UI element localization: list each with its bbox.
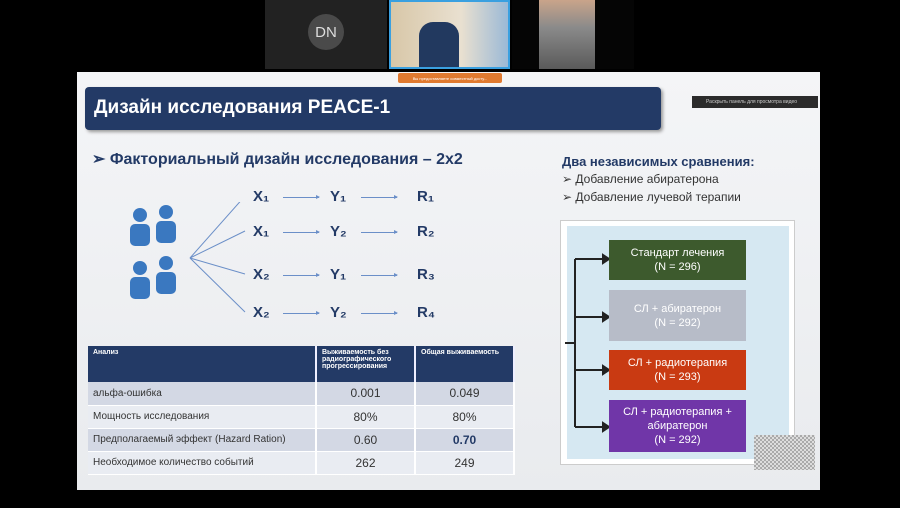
comparison-item: ➢ Добавление абиратерона bbox=[562, 172, 719, 186]
arm-box-radiotherapy: СЛ + радиотерапия (N = 293) bbox=[609, 350, 746, 390]
table-header: Общая выживаемость bbox=[415, 346, 515, 382]
r-label: R₄ bbox=[417, 304, 435, 321]
x-label: X₂ bbox=[253, 266, 270, 283]
x-label: X₁ bbox=[253, 223, 270, 240]
table-header: Анализ bbox=[88, 346, 317, 382]
table-cell: Необходимое количество событий bbox=[88, 451, 317, 475]
y-label: Y₂ bbox=[330, 304, 347, 321]
self-view-thumbnail[interactable] bbox=[754, 435, 815, 470]
table-cell: 0.001 bbox=[316, 382, 416, 406]
table-cell: альфа-ошибка bbox=[88, 382, 317, 406]
table-cell: 80% bbox=[316, 405, 416, 429]
arm-box-radio-abiraterone: СЛ + радиотерапия + абиратерон (N = 292) bbox=[609, 400, 746, 452]
expand-video-panel-button[interactable]: Раскрыть панель для просмотра видео bbox=[692, 96, 818, 108]
bracket-arrows bbox=[565, 253, 611, 433]
participant-tile-other[interactable] bbox=[512, 0, 634, 69]
arm-label: СЛ + абиратерон bbox=[633, 302, 722, 315]
table-cell: 0.049 bbox=[415, 382, 515, 406]
arm-n: (N = 293) bbox=[654, 371, 701, 383]
table-cell: Мощность исследования bbox=[88, 405, 317, 429]
arm-label: СЛ + радиотерапия bbox=[627, 357, 728, 369]
participant-figure bbox=[539, 0, 595, 69]
table-cell: 262 bbox=[316, 451, 416, 475]
participant-tile-dn[interactable]: DN bbox=[265, 0, 387, 69]
share-toast[interactable]: Вы предоставляете совместный досту... bbox=[398, 73, 502, 83]
table-cell: Предполагаемый эффект (Hazard Ration) bbox=[88, 428, 317, 452]
y-label: Y₂ bbox=[330, 223, 347, 240]
comparisons-title: Два независимых сравнения: bbox=[562, 154, 755, 169]
arm-box-standard: Стандарт лечения (N = 296) bbox=[609, 240, 746, 280]
x-label: X₂ bbox=[253, 304, 270, 321]
y-label: Y₁ bbox=[330, 266, 347, 283]
avatar: DN bbox=[308, 14, 344, 50]
shared-slide: Вы предоставляете совместный досту... Ди… bbox=[77, 72, 820, 490]
table-cell: 0.70 bbox=[415, 428, 515, 452]
arm-n: (N = 292) bbox=[654, 434, 701, 446]
table-cell: 249 bbox=[415, 451, 515, 475]
slide-title: Дизайн исследования PEACE-1 bbox=[85, 87, 661, 130]
arm-n: (N = 296) bbox=[654, 261, 701, 273]
slide-subtitle: ➢ Факториальный дизайн исследования – 2x… bbox=[92, 149, 463, 169]
table-cell: 0.60 bbox=[316, 428, 416, 452]
y-label: Y₁ bbox=[330, 188, 347, 205]
comparison-text: Добавление абиратерона bbox=[575, 172, 719, 186]
r-label: R₃ bbox=[417, 266, 435, 283]
arm-label: СЛ + радиотерапия + абиратерон bbox=[623, 406, 732, 432]
participant-tile-presenter[interactable] bbox=[389, 0, 510, 69]
comparison-item: ➢ Добавление лучевой терапии bbox=[562, 190, 741, 204]
r-label: R₂ bbox=[417, 223, 435, 240]
r-label: R₁ bbox=[417, 188, 435, 205]
comparison-text: Добавление лучевой терапии bbox=[575, 190, 741, 204]
presenter-figure bbox=[419, 22, 459, 67]
subtitle-text: Факториальный дизайн исследования – 2x2 bbox=[109, 151, 463, 168]
arm-box-abiraterone: СЛ + абиратерон (N = 292) bbox=[609, 290, 746, 341]
table-row: Предполагаемый эффект (Hazard Ration) 0.6… bbox=[88, 428, 515, 452]
arm-n: (N = 292) bbox=[654, 316, 701, 329]
chevron-bullet-icon: ➢ bbox=[92, 151, 110, 168]
table-row: альфа-ошибка 0.001 0.049 bbox=[88, 382, 515, 406]
people-icon bbox=[130, 202, 246, 313]
table-row: Мощность исследования 80% 80% bbox=[88, 405, 515, 429]
table-header: Выживаемость без радиографического прогр… bbox=[316, 346, 416, 382]
x-label: X₁ bbox=[253, 188, 270, 205]
table-row: Необходимое количество событий 262 249 bbox=[88, 451, 515, 475]
power-table: Анализ Выживаемость без радиографического… bbox=[88, 346, 515, 475]
table-cell: 80% bbox=[415, 405, 515, 429]
arm-label: Стандарт лечения bbox=[630, 247, 725, 259]
